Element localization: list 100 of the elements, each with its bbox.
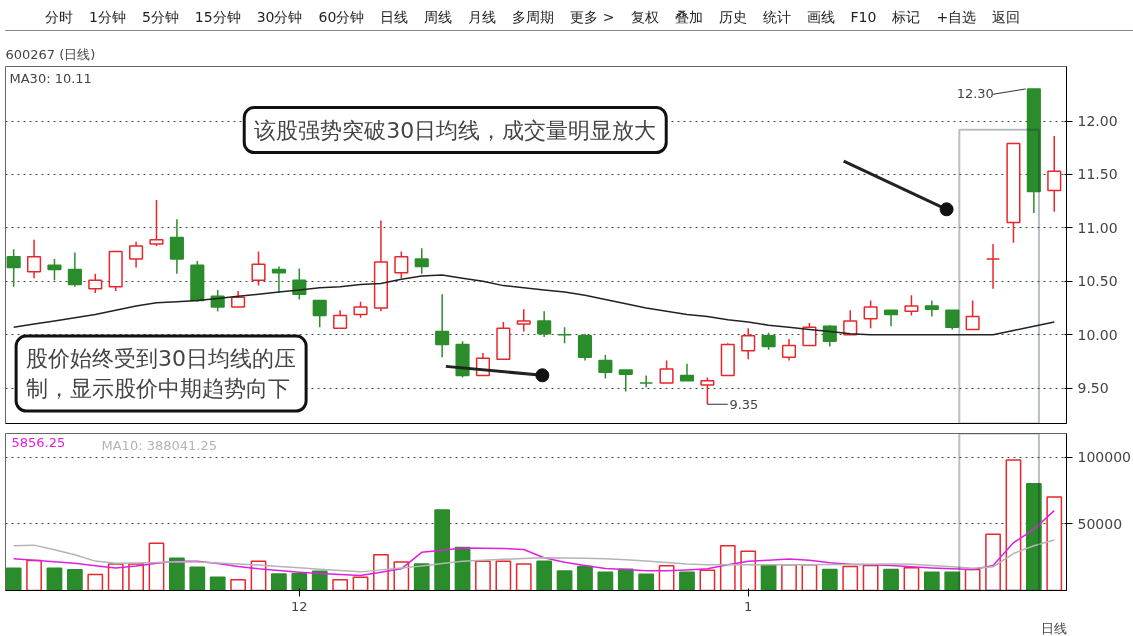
bar — [658, 565, 675, 591]
bar — [495, 560, 512, 591]
bar — [719, 544, 736, 591]
y-tick-label: 10.50 — [1077, 273, 1118, 290]
bar — [760, 563, 777, 591]
y-tick-label: 9.50 — [1077, 380, 1109, 397]
bar — [964, 568, 981, 591]
candlestick — [129, 241, 144, 269]
text: +自选 — [936, 9, 977, 25]
candlestick — [700, 376, 715, 406]
bar — [617, 568, 634, 591]
candlestick — [965, 299, 980, 331]
bar — [46, 567, 63, 591]
bar — [862, 564, 879, 591]
candlestick — [822, 324, 837, 348]
candlestick — [67, 251, 82, 288]
text: 返回 — [992, 9, 1021, 25]
bar — [781, 563, 797, 591]
candlestick — [883, 309, 899, 327]
candlestick — [271, 265, 286, 294]
candlestick — [843, 309, 858, 336]
bar — [128, 563, 144, 591]
bar — [821, 568, 838, 591]
y-tick-label: 12.00 — [1077, 113, 1118, 130]
bar — [923, 571, 940, 591]
text: 30分钟 — [256, 9, 303, 25]
candlestick — [863, 299, 878, 330]
bar — [189, 566, 206, 591]
bar — [107, 563, 124, 591]
candlestick — [904, 294, 919, 317]
bar — [883, 568, 899, 591]
text: 历史 — [718, 9, 747, 25]
bar — [842, 565, 859, 591]
x-tick-label: 1 — [744, 598, 753, 614]
candlestick — [435, 293, 450, 358]
y-tick-label: 11.50 — [1077, 166, 1118, 183]
bar — [679, 571, 695, 591]
text: 15分钟 — [194, 9, 241, 25]
bar — [985, 533, 1001, 591]
bar — [5, 567, 22, 591]
text: 多周期 — [512, 9, 555, 25]
bar — [209, 576, 226, 591]
bar — [271, 573, 287, 591]
text: 1分钟 — [89, 9, 126, 25]
bar — [1025, 482, 1042, 591]
candlestick — [945, 309, 960, 331]
bar — [66, 569, 83, 591]
candlestick — [1047, 135, 1062, 213]
bar — [434, 509, 451, 591]
x-tick-label: 12 — [291, 598, 308, 614]
candlestick — [577, 332, 593, 362]
candlestick — [251, 250, 266, 287]
candlestick — [659, 359, 674, 384]
candlestick — [516, 308, 531, 333]
bar — [87, 573, 104, 591]
candlestick — [639, 374, 654, 388]
bar — [230, 579, 246, 591]
text: 日线 — [1040, 620, 1067, 636]
y-tick-label: 11.00 — [1077, 219, 1118, 236]
text: 画线 — [806, 9, 835, 25]
bar — [291, 572, 308, 591]
candlestick — [414, 247, 429, 275]
candlestick — [312, 299, 327, 329]
candlestick — [6, 248, 21, 288]
bar — [577, 565, 593, 591]
candlestick — [169, 218, 184, 275]
text: 周线 — [424, 9, 453, 25]
text: 日线 — [380, 9, 409, 25]
bar — [1005, 459, 1022, 591]
text: 分时 — [45, 9, 73, 25]
annotation: 该股强势突破30日均线，成交量明显放大 — [254, 117, 657, 143]
bar — [801, 563, 818, 591]
annotation: 股价始终受到30日均线的压制，显示股价中期趋势向下 — [26, 346, 297, 402]
bar — [413, 563, 430, 591]
candlestick — [781, 338, 797, 362]
line-series — [12, 509, 1056, 577]
bar — [373, 554, 389, 591]
candlestick — [598, 354, 613, 380]
bar — [311, 570, 328, 591]
text: 叠加 — [674, 9, 703, 25]
annotation: MA10: 388041.25 — [101, 437, 217, 453]
text: 月线 — [468, 9, 497, 25]
bar — [699, 569, 716, 591]
bar — [536, 560, 553, 591]
candlestick — [88, 273, 103, 294]
bar — [26, 559, 42, 591]
text: 5分钟 — [141, 9, 179, 25]
candlestick — [394, 250, 409, 279]
y-tick-label: 50000 — [1077, 515, 1123, 532]
bar — [332, 579, 349, 591]
bar — [903, 566, 920, 591]
bar — [740, 550, 757, 591]
bar — [393, 561, 410, 591]
candlestick — [333, 309, 348, 330]
candlestick — [985, 243, 1001, 290]
chart-title: 600267 (日线) — [5, 46, 96, 62]
candlestick — [26, 238, 42, 279]
text: 复权 — [630, 9, 659, 25]
bar — [515, 563, 532, 591]
bar — [169, 557, 185, 591]
